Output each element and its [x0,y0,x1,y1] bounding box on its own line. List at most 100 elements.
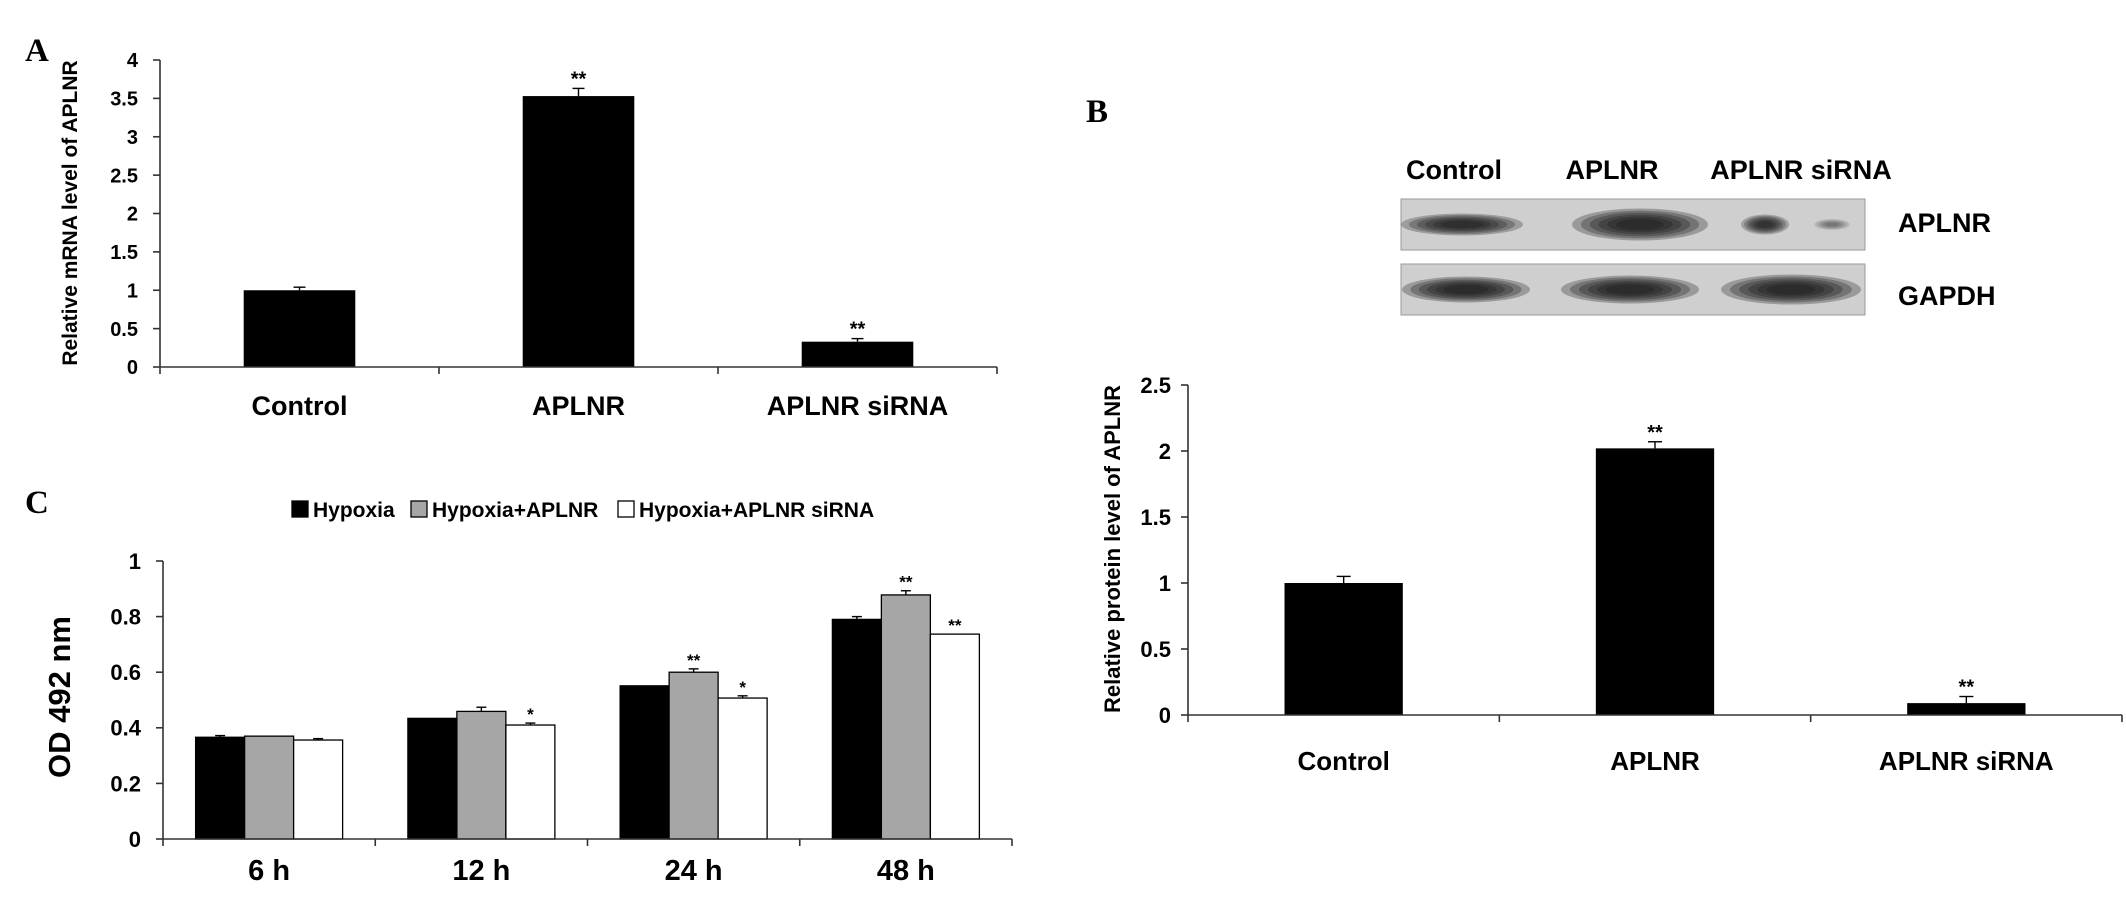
legend-label-hypoxia: Hypoxia [313,499,395,522]
blot-band-aplnr-1 [1572,208,1708,241]
legend-label-hypoxia-plus-aplnr: Hypoxia+APLNR [432,499,598,522]
chart-b-y-tick-label: 2.5 [1140,373,1171,398]
chart-a: ** ** 0 0.5 1 1.5 2 2.5 3 3.5 4 Control APLNR APLNR s… [110,50,998,421]
chart-b-y-tick-label: 0.5 [1140,637,1171,662]
chart-a-ylabel: Relative mRNA level of APLNR [59,60,82,365]
chart-a-bar-aplnr-sirna-significance: ** [850,319,866,341]
blot-band-label-gapdh: GAPDH [1898,281,1996,311]
chart-b-y-tick-label: 1.5 [1140,505,1171,530]
chart-a-y-tick-label: 1.5 [110,242,138,264]
legend-swatch-hypoxia-plus-aplnr [410,500,428,518]
chart-c-bar-hypoxia-plus-aplnr-48-h [880,594,932,840]
blot-band-shade [1443,284,1489,295]
blot-band-aplnr-0 [1401,213,1523,236]
chart-c-y-tick-label: 0.2 [110,771,141,796]
chart-c-category-label-12-h: 12 h [452,855,510,887]
chart-c-bar-hypoxia-plus-aplnr-48-h-significance: ** [899,573,913,592]
blot-band-shade [1816,219,1848,230]
chart-b-bar-aplnr-sirna [1907,703,2026,715]
blot-band-shade [1426,281,1506,298]
chart-a-category-label-aplnr-sirna: APLNR siRNA [767,391,949,421]
chart-a-bar-aplnr-sirna [801,341,914,367]
chart-a-y-tick-label: 1 [127,280,138,302]
chart-c-ylabel: OD 492 nm [42,616,77,778]
blot-band-shade [1730,276,1852,303]
chart-c-bar-hypoxia-24-h [619,685,670,840]
blot-band-shade [1589,212,1691,237]
blot-band-shade [1401,213,1523,236]
chart-b-bar-aplnr-sirna-significance: ** [1959,677,1975,699]
chart-c: ********Hypoxia Hypoxia+APLNR Hypoxia+APLN… [110,499,1013,887]
blot-band-shade [1825,222,1839,227]
chart-c-bar-hypoxia-plus-aplnr-6-h [243,735,295,840]
blot-band-shade [1750,218,1780,231]
blot-band-shade [1721,274,1861,305]
chart-c-bar-hypoxia-plus-aplnr-sirna-48-h-significance: ** [948,616,962,635]
chart-b: ** ** 0 0.5 1 1.5 2 2.5 Control APLNR APLNR siRNA [1140,373,2123,776]
blot-band-shade [1561,275,1699,304]
blot-strip-gapdh [1400,263,1866,316]
blot-band-aplnr-3 [1814,219,1850,230]
chart-b-y-tick-label: 2 [1159,439,1171,464]
chart-b-y-tick-label: 0 [1159,703,1171,728]
blot-band-shade [1607,216,1673,233]
legend-label-hypoxia-plus-aplnr-sirna: Hypoxia+APLNR siRNA [639,499,874,522]
chart-b-bar-control [1284,583,1403,715]
chart-c-bar-hypoxia-plus-aplnr-sirna-6-h [292,739,344,840]
blot-band-shade [1410,278,1522,301]
chart-a-bar-control [243,290,356,367]
chart-c-y-tick-label: 1 [129,549,141,574]
blot-band-label-aplnr: APLNR [1898,208,1991,238]
blot-strips [1400,198,1866,316]
blot-band-shade [1605,284,1655,295]
blot-band-shade [1435,283,1497,296]
chart-a-y-tick-label: 0 [127,357,138,379]
legend-swatch-hypoxia [291,500,309,518]
chart-a-y-tick-label: 2 [127,204,138,226]
blot-band-shade [1598,214,1682,235]
chart-b-bar-aplnr-significance: ** [1647,422,1663,444]
blot-band-shade [1823,221,1841,228]
blot-band-shade [1818,220,1846,229]
blot-band-shade [1416,216,1508,233]
chart-c-bar-hypoxia-plus-aplnr-sirna-24-h-significance: * [739,678,746,697]
chart-c-y-tick-label: 0 [129,827,141,852]
blot-band-shade [1580,210,1700,239]
blot-lane-label-aplnr-sirna: APLNR siRNA [1710,155,1892,185]
blot-lane-label-control: Control [1406,155,1502,185]
chart-c-category-label-24-h: 24 h [665,855,723,887]
chart-c-category-label-6-h: 6 h [248,855,290,887]
chart-c-bar-hypoxia-plus-aplnr-sirna-24-h [717,697,768,840]
chart-c-bar-hypoxia-plus-aplnr-sirna-12-h [505,724,556,840]
chart-c-category-label-48-h: 48 h [877,855,935,887]
blot-band-shade [1418,279,1514,300]
chart-a-category-label-control: Control [252,391,348,421]
blot-band-shade [1616,218,1664,231]
blot-band-shade [1569,277,1691,302]
blot-band-shade [1572,208,1708,241]
blot-band-shade [1578,279,1682,300]
chart-a-category-label-aplnr: APLNR [532,391,625,421]
blot-band-gapdh-0 [1402,276,1530,303]
blot-band-shade [1814,219,1850,230]
blot-band-shade [1741,214,1789,235]
legend-swatch-hypoxia-plus-aplnr-sirna [617,500,635,518]
panel-label-b: B [1086,94,1108,130]
blot-band-shade [1747,217,1783,232]
blot-band-shade [1432,219,1492,230]
panel-label-a: A [25,33,49,69]
chart-a-y-tick-label: 3 [127,127,138,149]
chart-c-bar-hypoxia-plus-aplnr-sirna-48-h [929,633,981,840]
panel-label-c: C [25,485,49,521]
blot-lane-label-aplnr: APLNR [1566,155,1659,185]
blot-band-shade [1821,221,1843,228]
blot-band-shade [1756,221,1774,228]
chart-c-bar-hypoxia-plus-aplnr-12-h [456,710,507,840]
blot-band-gapdh-1 [1561,275,1699,304]
blot-band-shade [1753,219,1777,230]
chart-c-bar-hypoxia-plus-aplnr-24-h-significance: ** [687,651,701,670]
blot-band-aplnr-2 [1741,214,1789,235]
chart-c-bar-hypoxia-6-h [194,736,246,840]
chart-a-y-tick-label: 2.5 [110,165,138,187]
blot-band-shade [1757,282,1825,297]
